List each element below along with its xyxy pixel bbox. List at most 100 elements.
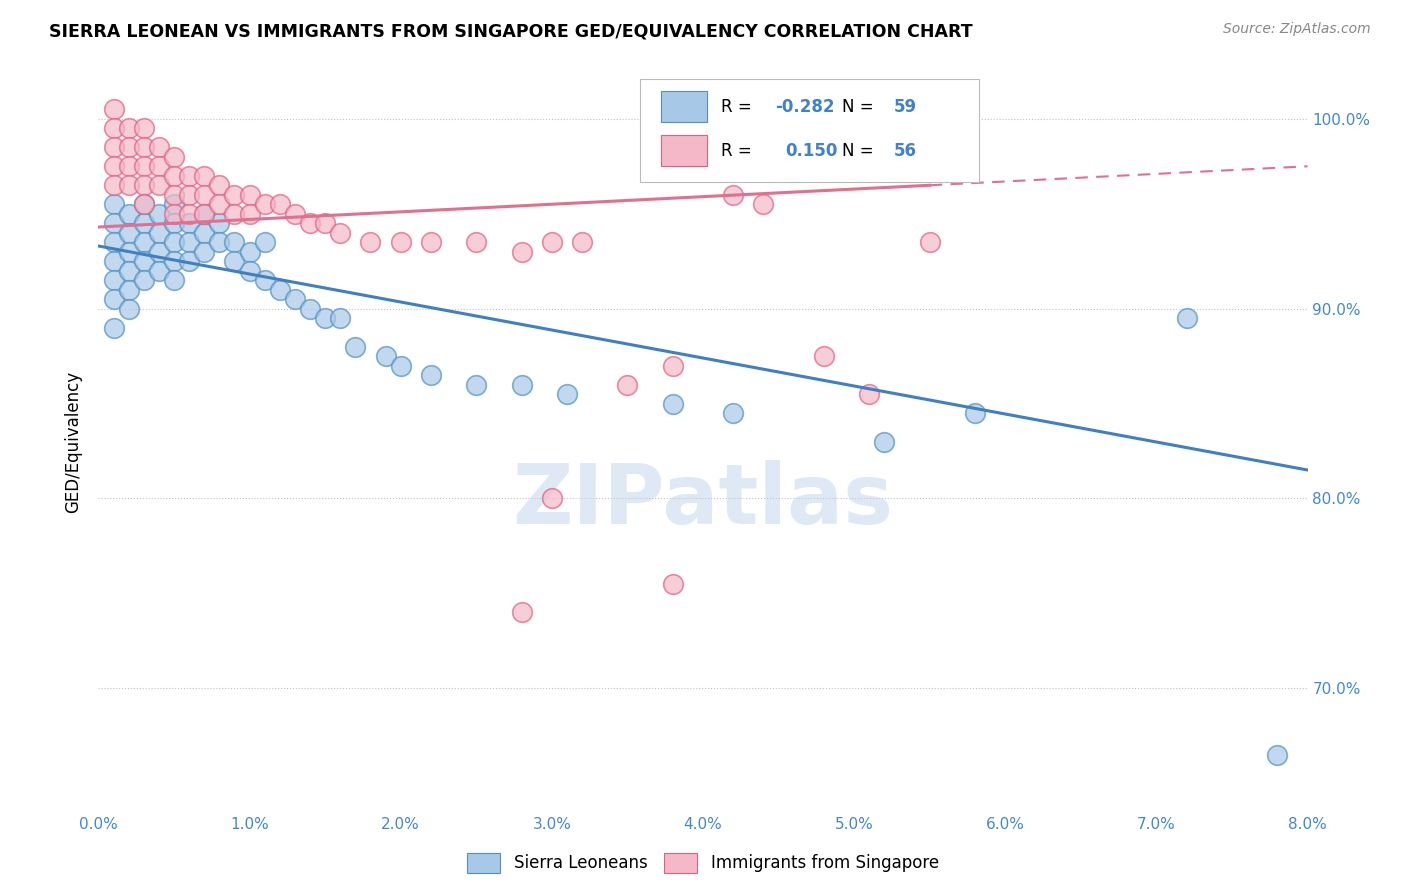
Point [344,340,367,354]
Point [224,235,246,250]
Point [571,235,593,250]
Point [118,283,141,297]
Point [420,368,443,383]
Text: R =: R = [721,98,758,116]
Point [465,235,488,250]
Point [163,207,186,221]
Point [103,292,125,306]
Point [103,140,125,154]
Point [616,377,638,392]
Point [163,187,186,202]
Point [873,434,896,449]
Point [193,187,215,202]
Point [224,187,246,202]
Point [314,216,336,230]
Point [118,207,141,221]
Point [661,577,683,591]
Point [163,197,186,211]
Point [163,169,186,183]
Point [118,244,141,259]
Point [329,226,352,240]
Point [253,197,276,211]
Point [510,244,533,259]
Point [132,197,155,211]
Point [103,178,125,193]
Point [208,235,231,250]
Point [299,301,322,316]
Text: N =: N = [842,142,879,160]
Point [723,406,745,420]
Point [269,197,291,211]
Point [163,254,186,268]
Y-axis label: GED/Equivalency: GED/Equivalency [65,370,83,513]
Point [284,207,307,221]
Point [148,226,170,240]
Point [239,207,262,221]
Point [179,254,201,268]
Point [148,263,170,277]
FancyBboxPatch shape [640,78,979,183]
Point [540,235,562,250]
Point [132,140,155,154]
Point [148,207,170,221]
Point [118,121,141,136]
Point [965,406,987,420]
Point [239,263,262,277]
Point [1175,311,1198,326]
Point [858,387,880,401]
Point [329,311,352,326]
Point [179,207,201,221]
Text: N =: N = [842,98,879,116]
Text: R =: R = [721,142,762,160]
Point [118,226,141,240]
Text: SIERRA LEONEAN VS IMMIGRANTS FROM SINGAPORE GED/EQUIVALENCY CORRELATION CHART: SIERRA LEONEAN VS IMMIGRANTS FROM SINGAP… [49,22,973,40]
Point [103,235,125,250]
Point [118,178,141,193]
Point [1267,747,1289,762]
Text: Source: ZipAtlas.com: Source: ZipAtlas.com [1223,22,1371,37]
Point [179,235,201,250]
FancyBboxPatch shape [661,91,707,122]
Point [132,216,155,230]
Point [208,216,231,230]
Point [118,140,141,154]
Point [103,197,125,211]
Legend: Sierra Leoneans, Immigrants from Singapore: Sierra Leoneans, Immigrants from Singapo… [460,847,946,880]
Point [723,187,745,202]
Point [193,244,215,259]
Point [163,235,186,250]
Point [103,216,125,230]
Point [148,244,170,259]
Text: ZIPatlas: ZIPatlas [513,460,893,541]
Point [208,178,231,193]
Point [193,207,215,221]
Point [813,349,835,363]
Point [163,150,186,164]
Point [540,491,562,506]
Point [208,197,231,211]
Point [148,178,170,193]
Text: 59: 59 [894,98,917,116]
Point [179,169,201,183]
Point [224,254,246,268]
Point [179,216,201,230]
Point [239,244,262,259]
Text: 0.150: 0.150 [785,142,838,160]
Point [103,254,125,268]
Point [163,216,186,230]
Point [103,103,125,117]
Point [132,254,155,268]
Point [163,273,186,287]
Point [918,235,941,250]
Point [193,169,215,183]
Point [314,311,336,326]
Point [132,197,155,211]
Point [374,349,396,363]
FancyBboxPatch shape [661,135,707,166]
Point [103,159,125,173]
Point [148,159,170,173]
Point [465,377,488,392]
Point [132,178,155,193]
Point [360,235,382,250]
Text: 56: 56 [894,142,917,160]
